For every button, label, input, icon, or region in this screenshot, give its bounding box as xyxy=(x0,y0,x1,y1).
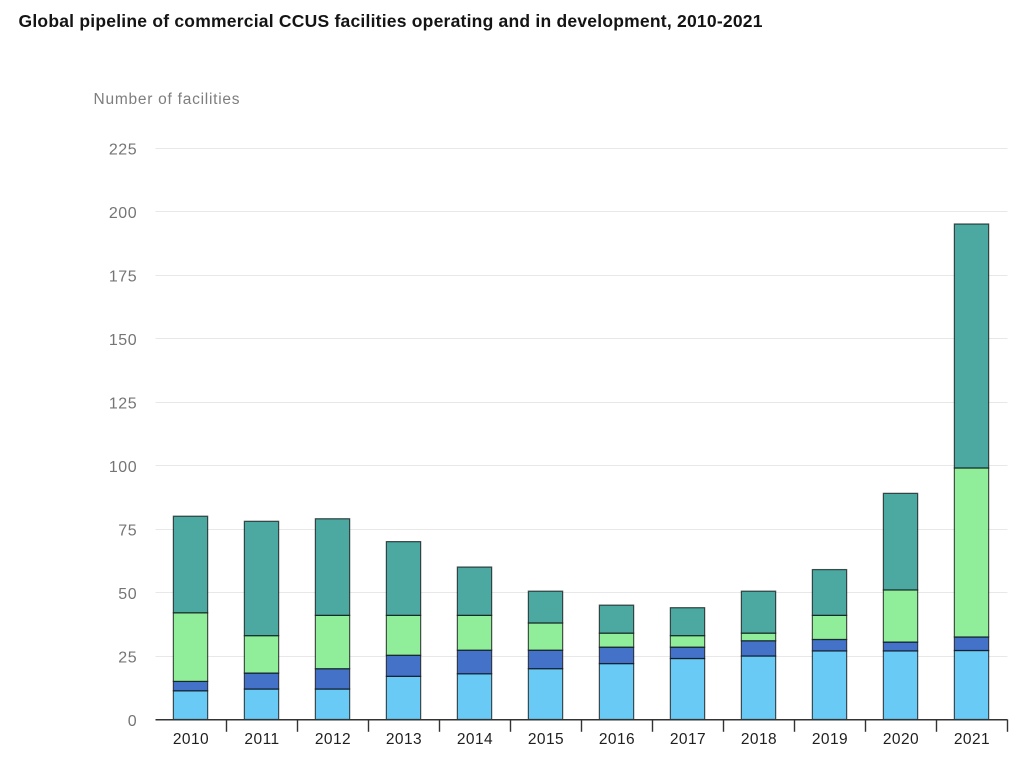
svg-text:50: 50 xyxy=(118,586,137,603)
svg-text:200: 200 xyxy=(109,205,137,222)
svg-text:Number of facilities: Number of facilities xyxy=(94,91,241,108)
svg-text:225: 225 xyxy=(109,141,137,158)
svg-text:150: 150 xyxy=(109,332,137,349)
svg-text:2013: 2013 xyxy=(386,731,422,748)
svg-text:100: 100 xyxy=(109,459,137,476)
svg-text:2020: 2020 xyxy=(883,731,919,748)
svg-text:2011: 2011 xyxy=(244,731,279,748)
svg-text:75: 75 xyxy=(118,523,137,540)
svg-text:25: 25 xyxy=(118,650,137,667)
svg-text:2019: 2019 xyxy=(812,731,848,748)
svg-text:2016: 2016 xyxy=(599,731,635,748)
svg-text:2010: 2010 xyxy=(173,731,209,748)
svg-text:0: 0 xyxy=(128,713,137,730)
svg-text:2015: 2015 xyxy=(528,731,564,748)
svg-text:2021: 2021 xyxy=(954,731,990,748)
svg-text:175: 175 xyxy=(109,268,137,285)
svg-text:2018: 2018 xyxy=(741,731,777,748)
svg-text:2017: 2017 xyxy=(670,731,706,748)
svg-text:125: 125 xyxy=(109,396,137,413)
svg-text:2014: 2014 xyxy=(457,731,493,748)
svg-text:2012: 2012 xyxy=(315,731,351,748)
